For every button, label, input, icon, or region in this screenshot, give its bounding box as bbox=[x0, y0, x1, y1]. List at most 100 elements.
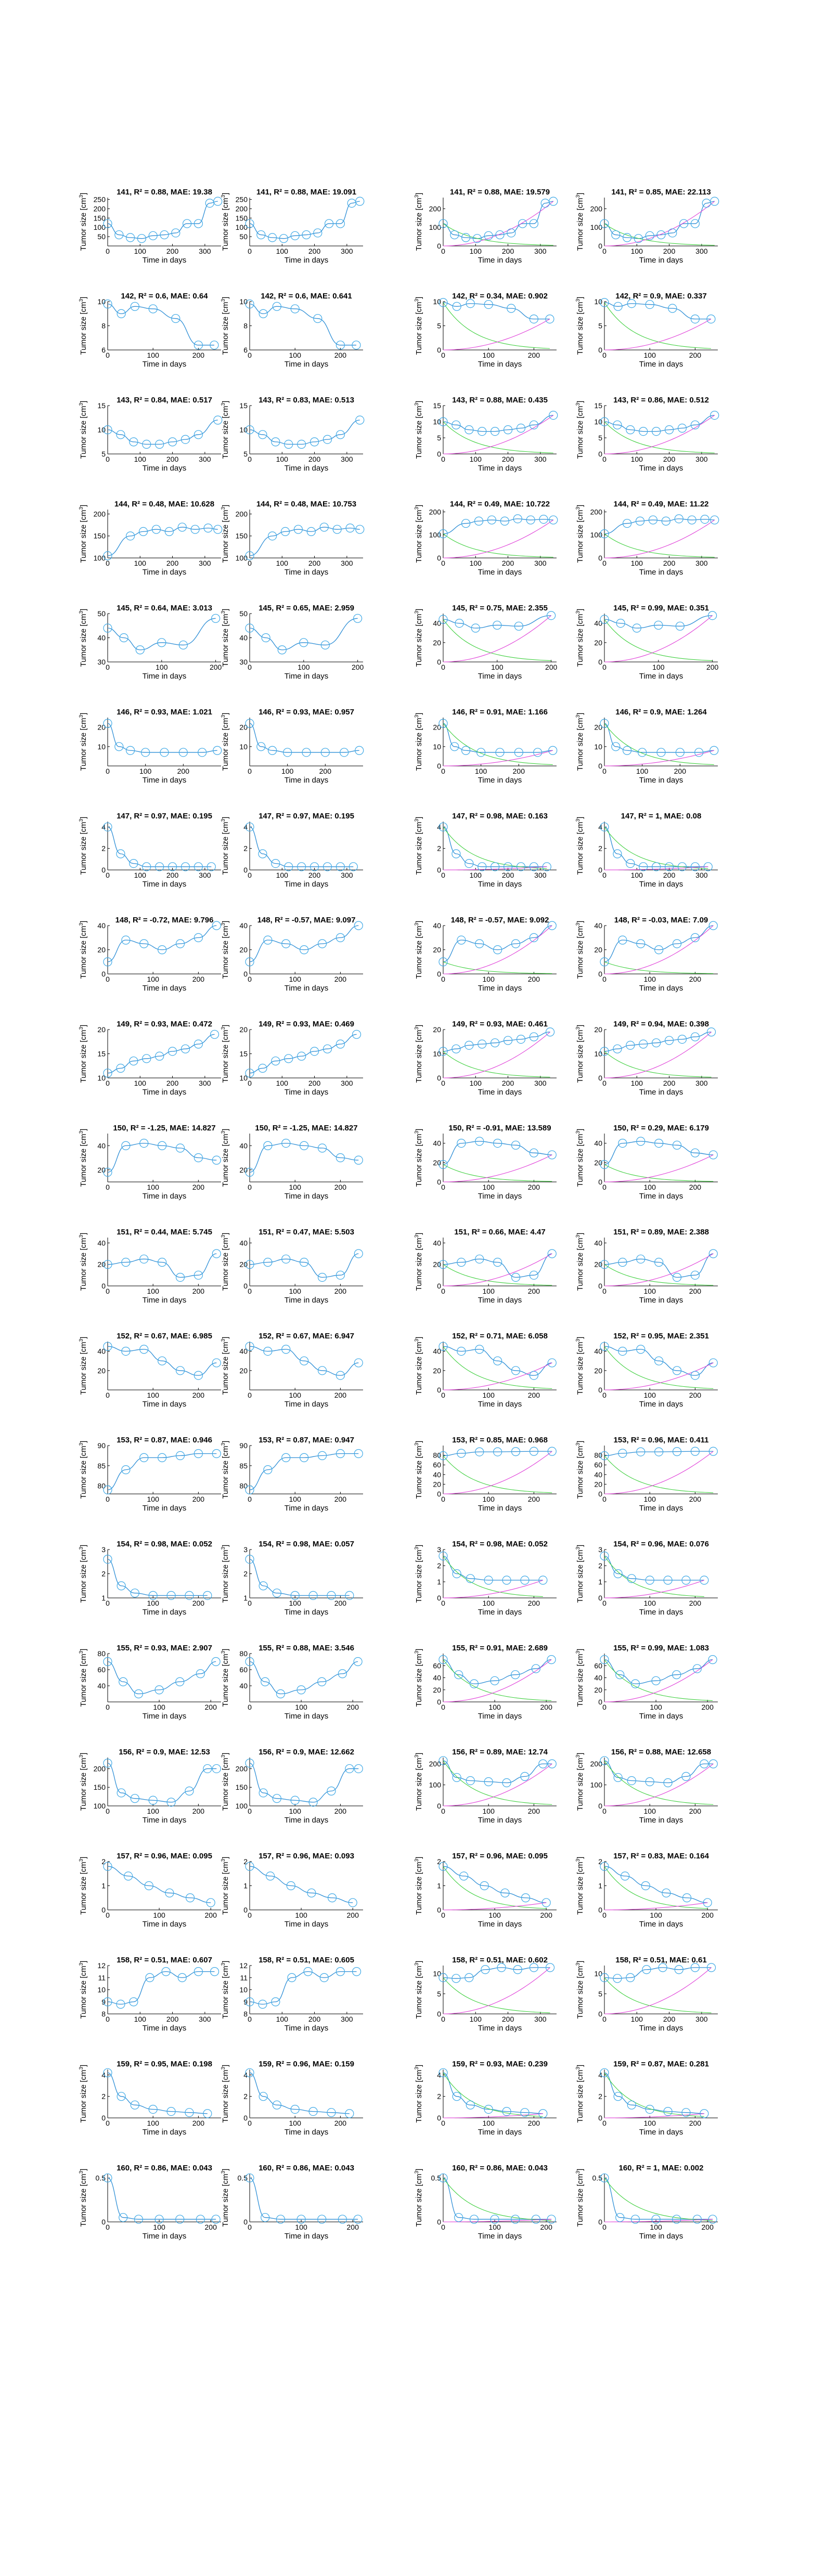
x-tick-label: 200 bbox=[689, 1599, 702, 1607]
data-point bbox=[618, 1449, 627, 1458]
resistant-line bbox=[443, 201, 554, 246]
x-tick-label: 300 bbox=[534, 871, 547, 879]
data-point bbox=[438, 1551, 448, 1560]
data-point bbox=[271, 858, 280, 868]
y-tick-label: 20 bbox=[594, 639, 602, 647]
data-point bbox=[600, 1160, 609, 1169]
data-point bbox=[193, 1449, 203, 1459]
data-point bbox=[484, 1576, 493, 1585]
x-tick-label: 0 bbox=[602, 1911, 606, 1919]
data-point bbox=[114, 230, 124, 240]
y-tick-label: 10 bbox=[239, 1074, 248, 1082]
y-tick-label: 20 bbox=[594, 723, 602, 732]
y-tick-label: 100 bbox=[429, 1781, 442, 1789]
y-tick-label: 150 bbox=[236, 214, 248, 222]
data-point bbox=[103, 1759, 112, 1768]
data-point bbox=[171, 314, 180, 323]
y-tick-label: 0 bbox=[243, 866, 248, 874]
x-tick-label: 100 bbox=[276, 1079, 289, 1087]
panel-title: 143, R² = 0.86, MAE: 0.512 bbox=[613, 396, 709, 405]
data-point bbox=[213, 525, 223, 534]
y-tick-label: 0.5 bbox=[592, 2174, 603, 2182]
data-point bbox=[245, 1260, 254, 1269]
data-point bbox=[663, 1778, 673, 1788]
data-point bbox=[300, 1453, 309, 1462]
y-tick-label: 10 bbox=[594, 1970, 602, 1978]
x-tick-label: 0 bbox=[441, 1599, 445, 1607]
x-tick-label: 200 bbox=[334, 1391, 347, 1399]
data-point bbox=[198, 748, 207, 757]
data-point bbox=[103, 1997, 112, 2007]
data-point bbox=[103, 551, 112, 561]
data-point bbox=[502, 2107, 511, 2116]
x-tick-label: 200 bbox=[502, 559, 514, 567]
data-point bbox=[177, 523, 187, 532]
panel-title: 142, R² = 0.6, MAE: 0.641 bbox=[261, 292, 352, 301]
resistant-line bbox=[443, 319, 550, 350]
fit-line bbox=[107, 1866, 211, 1903]
y-tick-label: 2 bbox=[598, 2092, 602, 2101]
y-tick-label: 40 bbox=[239, 1239, 248, 1247]
data-point bbox=[320, 640, 330, 650]
x-tick-label: 0 bbox=[441, 663, 445, 671]
x-tick-label: 100 bbox=[134, 2015, 147, 2023]
y-tick-label: 1 bbox=[598, 1578, 602, 1586]
fit-line bbox=[107, 201, 218, 239]
data-point bbox=[212, 1155, 221, 1165]
x-tick-label: 300 bbox=[341, 871, 353, 879]
data-point bbox=[627, 299, 636, 308]
y-tick-label: 20 bbox=[594, 1367, 602, 1375]
x-tick-label: 0 bbox=[106, 559, 110, 567]
y-tick-label: 0 bbox=[598, 2010, 602, 2018]
y-tick-label: 0 bbox=[437, 2010, 441, 2018]
data-point bbox=[520, 1772, 530, 1781]
data-point bbox=[547, 1759, 557, 1768]
data-point bbox=[261, 633, 270, 643]
data-point bbox=[129, 1056, 138, 1066]
data-point bbox=[160, 230, 169, 240]
data-point bbox=[317, 1451, 327, 1460]
y-tick-label: 40 bbox=[239, 921, 248, 930]
data-point bbox=[549, 410, 558, 420]
data-point bbox=[475, 1345, 484, 1354]
y-tick-label: 20 bbox=[433, 639, 441, 647]
resistant-line bbox=[443, 615, 551, 662]
resistant-line bbox=[443, 415, 554, 454]
fit-line bbox=[443, 1346, 552, 1376]
data-point bbox=[263, 1347, 273, 1356]
x-tick-label: 200 bbox=[502, 2015, 514, 2023]
data-point bbox=[464, 1973, 474, 1982]
panel-title: 142, R² = 0.9, MAE: 0.337 bbox=[615, 292, 707, 301]
y-tick-label: 10 bbox=[594, 418, 602, 426]
panel-title: 151, R² = 0.89, MAE: 2.388 bbox=[613, 1228, 709, 1237]
data-point bbox=[545, 1027, 555, 1037]
y-tick-label: 8 bbox=[243, 322, 248, 330]
data-point bbox=[706, 1963, 716, 1972]
x-tick-label: 200 bbox=[545, 663, 558, 671]
x-tick-label: 100 bbox=[147, 1391, 160, 1399]
data-point bbox=[618, 1257, 627, 1267]
data-point bbox=[327, 1893, 337, 1903]
x-axis-label: Time in days bbox=[285, 256, 328, 265]
data-point bbox=[180, 435, 190, 444]
fit-line bbox=[604, 826, 708, 867]
data-point bbox=[300, 1257, 309, 1267]
susceptible-line bbox=[604, 421, 715, 453]
x-tick-label: 0 bbox=[602, 351, 606, 359]
data-point bbox=[474, 516, 484, 526]
fit-line bbox=[604, 1760, 714, 1784]
data-point bbox=[511, 1140, 521, 1150]
data-point bbox=[514, 748, 523, 757]
data-point bbox=[193, 1967, 203, 1976]
y-tick-label: 10 bbox=[433, 1970, 441, 1978]
susceptible-line bbox=[443, 2072, 543, 2117]
data-point bbox=[529, 862, 539, 871]
data-point bbox=[338, 1669, 347, 1679]
x-tick-label: 0 bbox=[602, 1807, 606, 1815]
data-point bbox=[600, 529, 609, 539]
data-point bbox=[500, 516, 509, 526]
data-point bbox=[203, 2109, 212, 2118]
